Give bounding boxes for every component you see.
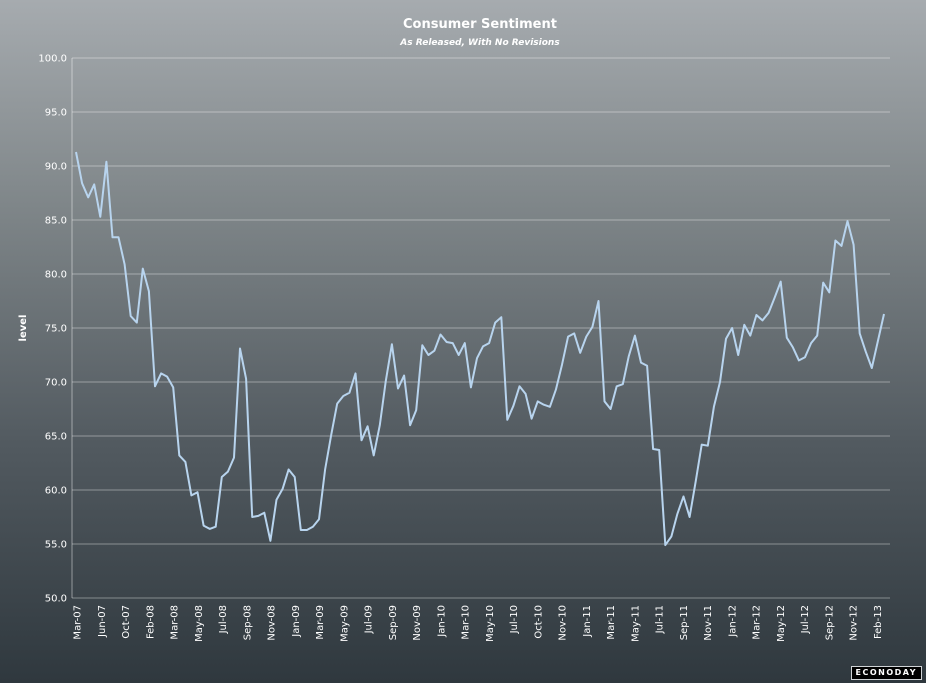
y-tick-label: 90.0 xyxy=(45,162,67,173)
x-tick-label: Mar-09 xyxy=(315,605,326,640)
grid-lines xyxy=(71,57,890,599)
x-tick-label: Mar-10 xyxy=(461,605,472,640)
x-tick-label: Sep-08 xyxy=(242,605,253,640)
y-tick-label: 60.0 xyxy=(45,486,67,497)
x-tick-label: May-11 xyxy=(630,605,641,642)
x-tick-label: Jul-08 xyxy=(218,605,229,634)
x-tick-label: Nov-10 xyxy=(558,605,569,641)
chart-title: Consumer Sentiment xyxy=(403,17,557,32)
y-tick-label: 80.0 xyxy=(45,270,67,281)
x-tick-label: Oct-07 xyxy=(121,605,132,639)
x-tick-label: Jan-10 xyxy=(436,605,447,638)
y-tick-label: 75.0 xyxy=(45,324,67,335)
y-tick-label: 95.0 xyxy=(45,108,67,119)
x-tick-label: Mar-07 xyxy=(73,605,84,640)
x-tick-label: Mar-12 xyxy=(752,605,763,640)
x-tick-label: Jan-09 xyxy=(291,605,302,638)
y-tick-label: 50.0 xyxy=(45,594,67,605)
x-tick-label: May-08 xyxy=(194,605,205,642)
x-tick-label: Jan-11 xyxy=(582,605,593,638)
y-tick-label: 65.0 xyxy=(45,432,67,443)
y-tick-label: 70.0 xyxy=(45,378,67,389)
x-tick-label: Oct-10 xyxy=(533,605,544,639)
x-tick-label: Nov-12 xyxy=(849,605,860,641)
x-tick-label: Mar-08 xyxy=(170,605,181,640)
x-tick-label: Jul-09 xyxy=(364,605,375,634)
x-tick-label: Nov-11 xyxy=(703,605,714,641)
y-tick-label: 55.0 xyxy=(45,540,67,551)
x-tick-label: Jun-07 xyxy=(97,605,108,638)
x-axis-ticks: Mar-07 Jun-07 Oct-07 Feb-08 Mar-08 May-08 Jul-… xyxy=(73,605,885,642)
x-tick-label: Jul-12 xyxy=(800,605,811,634)
x-tick-label: Jul-10 xyxy=(509,605,520,634)
y-tick-label: 100.0 xyxy=(38,54,67,65)
x-tick-label: May-10 xyxy=(485,605,496,642)
chart-subtitle: As Released, With No Revisions xyxy=(399,38,560,48)
x-tick-label: May-12 xyxy=(776,605,787,642)
x-tick-label: May-09 xyxy=(339,605,350,642)
x-tick-label: Nov-08 xyxy=(267,605,278,641)
econoday-logo: ECONODAY xyxy=(850,666,922,680)
x-tick-label: Nov-09 xyxy=(412,605,423,641)
x-tick-label: Jan-12 xyxy=(727,605,738,638)
x-tick-label: Feb-08 xyxy=(145,605,156,639)
y-axis-label: level xyxy=(18,315,29,342)
y-axis-ticks: 50.0 55.0 60.0 65.0 70.0 75.0 80.0 85.0 90.0 95.0… xyxy=(38,54,67,605)
x-tick-label: Jul-11 xyxy=(655,605,666,634)
x-tick-label: Sep-09 xyxy=(388,605,399,640)
x-tick-label: Mar-11 xyxy=(606,605,617,640)
x-tick-label: Sep-12 xyxy=(824,605,835,640)
x-tick-label: Sep-11 xyxy=(679,605,690,640)
series-line xyxy=(75,151,885,547)
x-tick-label: Feb-13 xyxy=(873,605,884,639)
y-tick-label: 85.0 xyxy=(45,216,67,227)
